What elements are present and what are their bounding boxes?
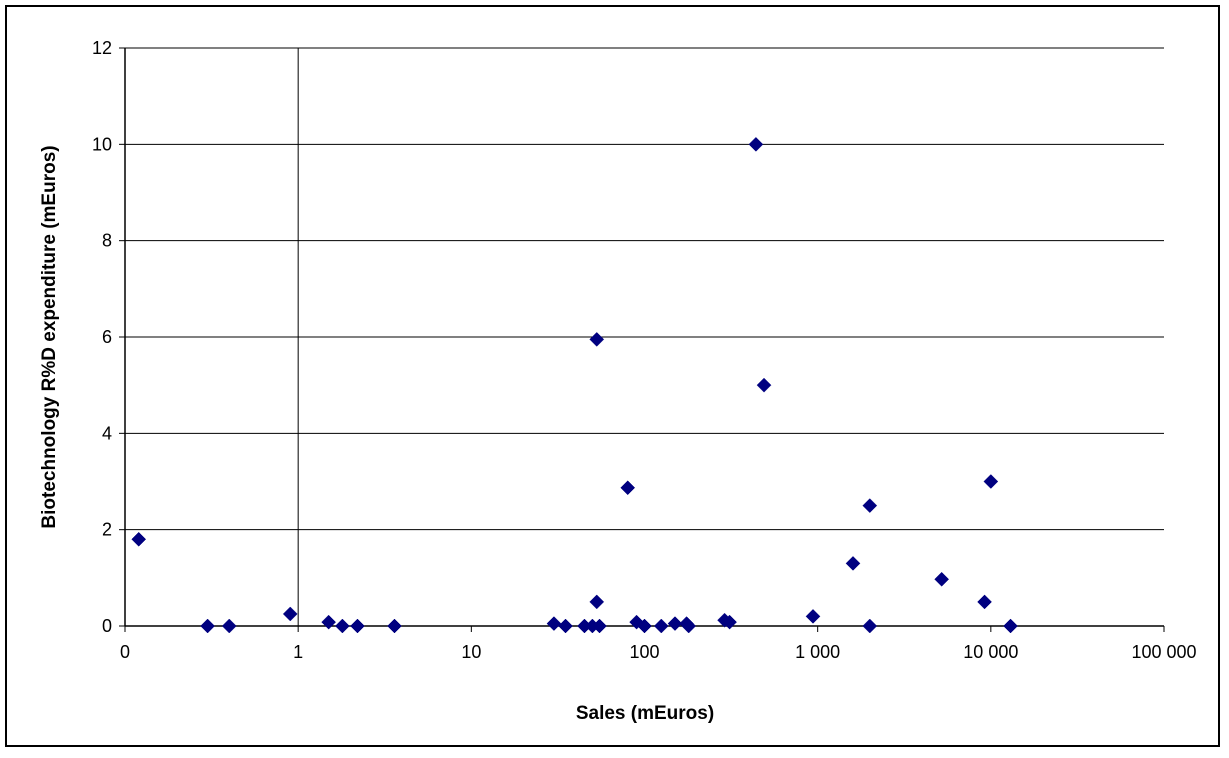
scatter-chart: 0 2 4 6 8 10 12 0 1 10 100 1 000 10 000 100 000 Sale… [39,38,1197,724]
data-point-marker [637,618,652,634]
x-tick-label: 100 000 [1131,642,1196,662]
data-point-marker [282,606,298,622]
y-tick-label: 12 [92,38,112,58]
data-point-marker [748,136,764,152]
x-tick-label: 10 [461,642,481,662]
chart-frame: 0 2 4 6 8 10 12 0 1 10 100 1 000 10 000 100 000 Sale… [5,5,1220,747]
data-point-marker [722,614,737,630]
data-point-marker [350,618,365,634]
data-point-marker [335,618,350,634]
data-point-marker [589,332,605,347]
data-point-marker [845,556,861,571]
gridlines [125,47,1164,626]
y-tick-label: 4 [102,423,112,443]
data-point-marker [977,594,992,610]
data-point-marker [667,616,683,631]
data-point-marker [558,618,573,634]
x-tick-label: 0 [120,642,130,662]
y-tick-label: 0 [102,616,112,636]
data-point-marker [589,594,605,610]
x-axis-title: Sales (mEuros) [576,703,714,724]
data-point-marker [862,618,878,634]
y-axis-title: Biotechnology R%D expenditure (mEuros) [39,145,60,528]
data-point-marker [653,618,669,634]
y-tick-label: 8 [102,231,112,251]
x-tick-labels: 0 1 10 100 1 000 10 000 100 000 [120,642,1197,662]
data-point-marker [983,474,999,489]
y-tick-label: 2 [102,520,112,540]
data-point-marker [681,618,697,634]
data-point-marker [756,377,772,393]
data-point-marker [387,618,402,634]
data-point-marker [862,498,878,513]
axes [119,47,1165,632]
data-point-marker [1003,618,1018,634]
data-point-marker [321,614,337,630]
x-tick-label: 100 [629,642,659,662]
data-point-marker [131,531,147,547]
data-point-marker [221,618,237,634]
y-tick-label: 10 [92,134,112,154]
y-tick-labels: 0 2 4 6 8 10 12 [92,38,112,636]
x-tick-label: 1 [293,642,303,662]
data-point-marker [200,618,215,634]
data-point-marker [620,480,636,496]
x-tick-label: 10 000 [963,642,1018,662]
data-point-marker [934,571,950,587]
data-point-marker [805,609,821,624]
y-tick-label: 6 [102,327,112,347]
data-points [131,136,1018,634]
data-point-marker [592,618,607,634]
x-tick-label: 1 000 [795,642,840,662]
data-point-marker [546,616,562,631]
